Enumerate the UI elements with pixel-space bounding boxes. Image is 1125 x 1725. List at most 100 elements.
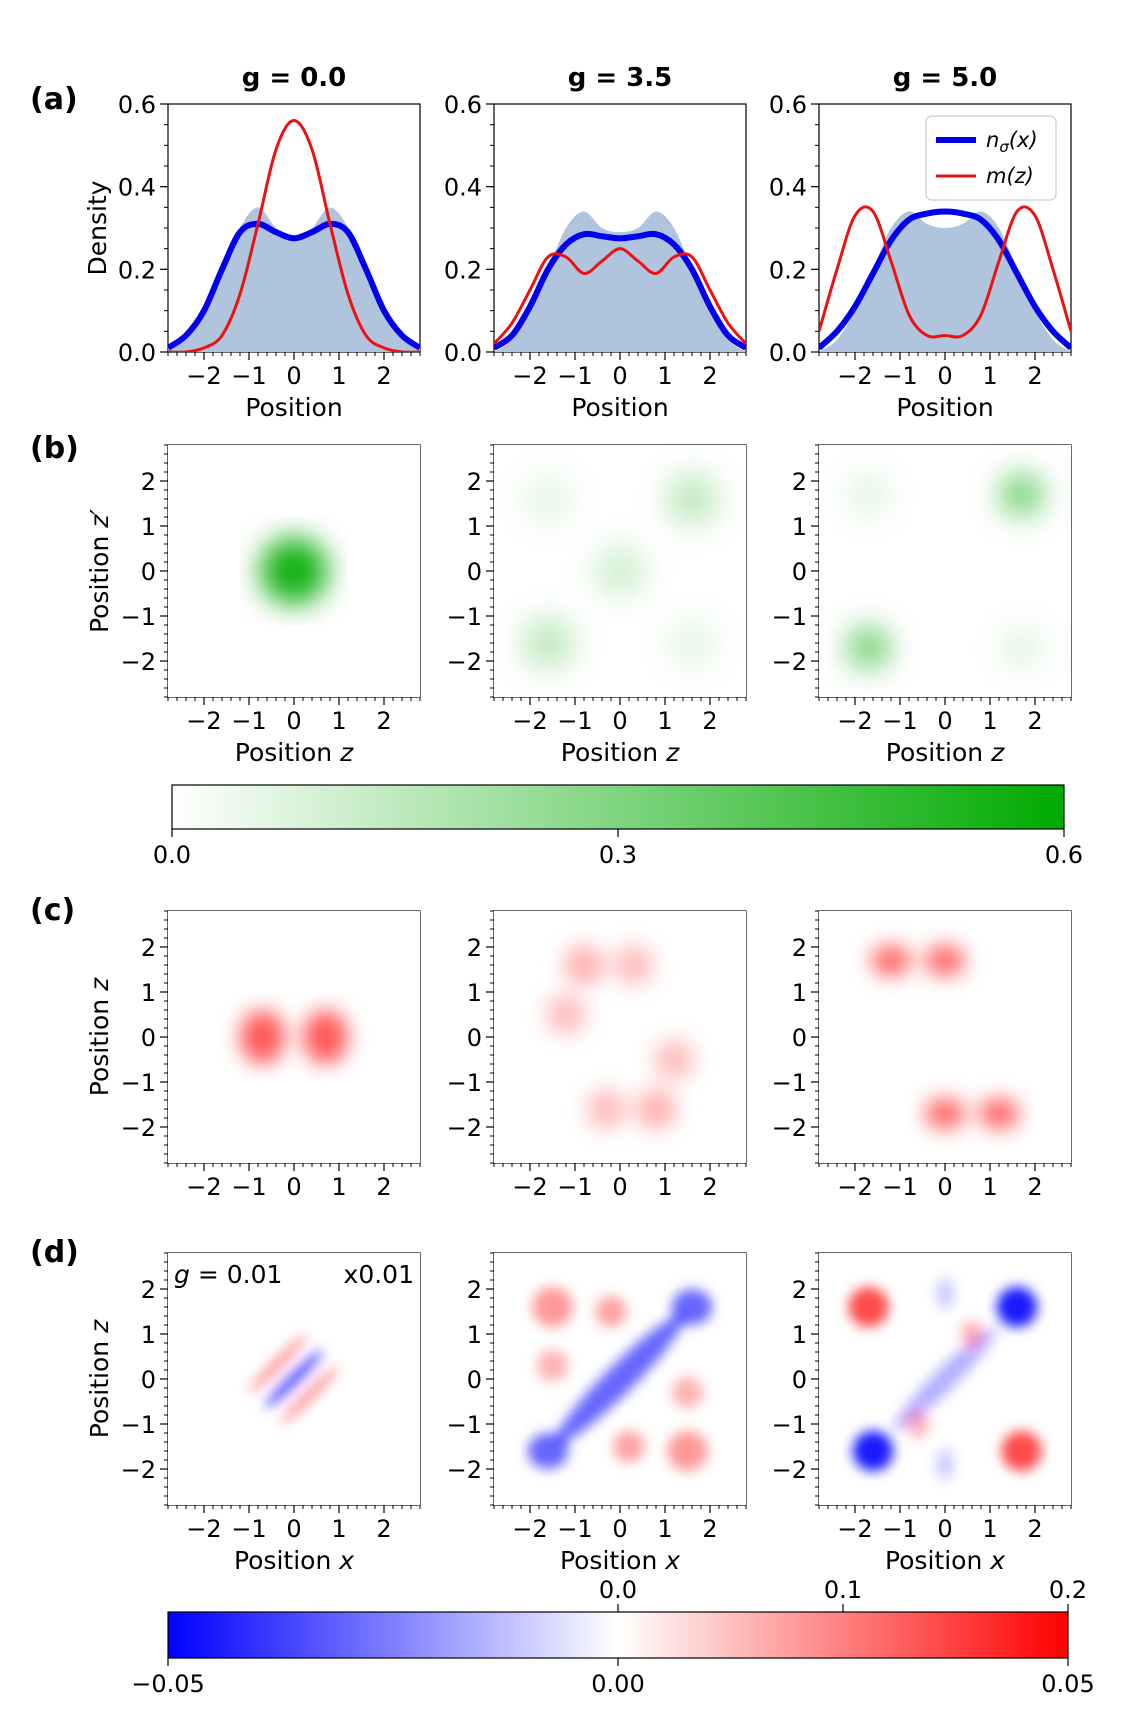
x-tick-label: 2 (1027, 707, 1042, 735)
colorbar-bwr-bar (167, 1611, 1069, 1659)
y-tick-label: 0.2 (118, 256, 156, 284)
heatmap-blob (665, 472, 719, 526)
y-tick-label: −1 (447, 603, 482, 631)
n-sigma-line (168, 220, 420, 351)
y-tick-label: 0 (792, 1366, 807, 1394)
x-tick-label: 0 (286, 1515, 301, 1543)
x-tick-label: −2 (512, 707, 547, 735)
y-tick-label: −1 (121, 1411, 156, 1439)
y-tick-label: −2 (121, 1114, 156, 1142)
x-axis-label-var: z (339, 738, 354, 767)
heatmap-blob (586, 1088, 627, 1130)
y-tick-label: 2 (141, 934, 156, 962)
x-axis-label-var: x (338, 1546, 354, 1575)
panel-c-0: −2 −1 0 1 2 −2 −1 0 1 2 (121, 910, 421, 1201)
panel-label: (b) (30, 431, 79, 466)
y-axis-label-var: z′ (85, 509, 114, 529)
x-axis-label: Position z (561, 738, 680, 767)
y-tick-label: 0.4 (444, 174, 482, 202)
y-tick-label: 0.6 (118, 91, 156, 119)
x-tick-label: −2 (186, 1173, 221, 1201)
heatmap-area (819, 445, 1071, 697)
y-tick-label: 2 (792, 1276, 807, 1304)
heatmap-blob (653, 1039, 695, 1080)
heatmap-blob (671, 1376, 704, 1409)
heatmap-blob (906, 1410, 930, 1438)
heatmap-blob (846, 625, 891, 670)
heatmap-blob (545, 994, 587, 1035)
heatmap-area (168, 1253, 420, 1505)
x-tick-label: 1 (331, 1173, 346, 1201)
panel-d-1: −2 −1 0 1 2 −2 −1 0 1 2 (447, 1252, 747, 1543)
panel-label: (c) (30, 893, 75, 928)
y-tick-label: −2 (447, 648, 482, 676)
heatmap-blob (527, 1433, 569, 1469)
x-axis-label: Position (896, 393, 993, 422)
heatmap-blob (870, 944, 912, 977)
x-tick-label: 0 (286, 362, 301, 390)
x-tick-label: −2 (837, 1515, 872, 1543)
colorbar-green: 0.0 0.3 0.6 (153, 784, 1083, 869)
y-axis-label-word: Position (85, 1333, 114, 1438)
x-tick-label: 0 (612, 1515, 627, 1543)
y-tick-label: 2 (467, 1276, 482, 1304)
density-fill-area (819, 211, 1071, 352)
x-tick-label: −1 (882, 1515, 917, 1543)
y-tick-label: 0 (467, 1024, 482, 1052)
density-fill-area (494, 211, 746, 352)
heatmap-blob (960, 1320, 984, 1348)
heatmap-blobs (260, 537, 328, 605)
heatmap-blobs (249, 1334, 339, 1424)
panel-c-2: −2 −1 0 1 2 −2 −1 0 1 2 (772, 910, 1072, 1201)
y-tick-label: 0.6 (444, 91, 482, 119)
y-tick-label: 2 (792, 468, 807, 496)
x-tick-label: −1 (557, 707, 592, 735)
x-tick-label: −1 (882, 1173, 917, 1201)
x-tick-label: 1 (657, 1515, 672, 1543)
x-tick-label: 1 (657, 707, 672, 735)
x-tick-label: 1 (657, 362, 672, 390)
y-tick-label: −2 (772, 1114, 807, 1142)
y-tick-label: 0.4 (118, 174, 156, 202)
y-tick-label: 0 (141, 558, 156, 586)
heatmap-blob (240, 1010, 285, 1064)
heatmap-blob (280, 1365, 339, 1424)
y-tick-label: 2 (141, 468, 156, 496)
x-tick-label: 2 (702, 707, 717, 735)
x-axis-label-word: Position (886, 738, 991, 767)
y-tick-label: 1 (467, 979, 482, 1007)
y-axis-label-c: Position z (85, 977, 114, 1096)
x-axis-label-word: Position (885, 1546, 990, 1575)
y-tick-label: −2 (121, 648, 156, 676)
legend-label-base: n (986, 128, 999, 152)
colorbar-green-bar (171, 784, 1065, 830)
x-axis-label-var: z (665, 738, 680, 767)
x-tick-label: 2 (702, 362, 717, 390)
y-tick-label: 0 (792, 1024, 807, 1052)
panel-label: (d) (30, 1235, 79, 1270)
x-tick-label: −2 (512, 1173, 547, 1201)
panel-b-1: −2 −1 0 1 2 −2 −1 0 1 2 (447, 444, 747, 735)
annotation-g: g = 0.01 (174, 1260, 282, 1289)
heatmap-area (168, 445, 420, 697)
x-tick-label: 2 (702, 1173, 717, 1201)
x-axis-label-var: z (990, 738, 1005, 767)
x-tick-label: 1 (331, 707, 346, 735)
colorbar-bottom-tick-label: 0.05 (1041, 1670, 1094, 1698)
y-tick-label: 0 (141, 1024, 156, 1052)
heatmap-area (494, 445, 746, 697)
panel-b-2: −2 −1 0 1 2 −2 −1 0 1 2 (772, 444, 1072, 735)
heatmap-blobs (870, 944, 1020, 1130)
heatmap-blob (613, 1430, 645, 1463)
annotation-var: g (174, 1260, 190, 1289)
column-title: g = 5.0 (893, 63, 998, 93)
x-tick-label: 0 (937, 1173, 952, 1201)
y-tick-label: −1 (121, 603, 156, 631)
y-tick-label: 0.0 (444, 339, 482, 367)
y-tick-label: 1 (792, 513, 807, 541)
y-tick-label: −1 (772, 1069, 807, 1097)
legend-label-arg: (x) (1009, 128, 1038, 152)
heatmap-area (494, 911, 746, 1163)
heatmap-blob (978, 1097, 1020, 1130)
plot-area (819, 205, 1071, 352)
